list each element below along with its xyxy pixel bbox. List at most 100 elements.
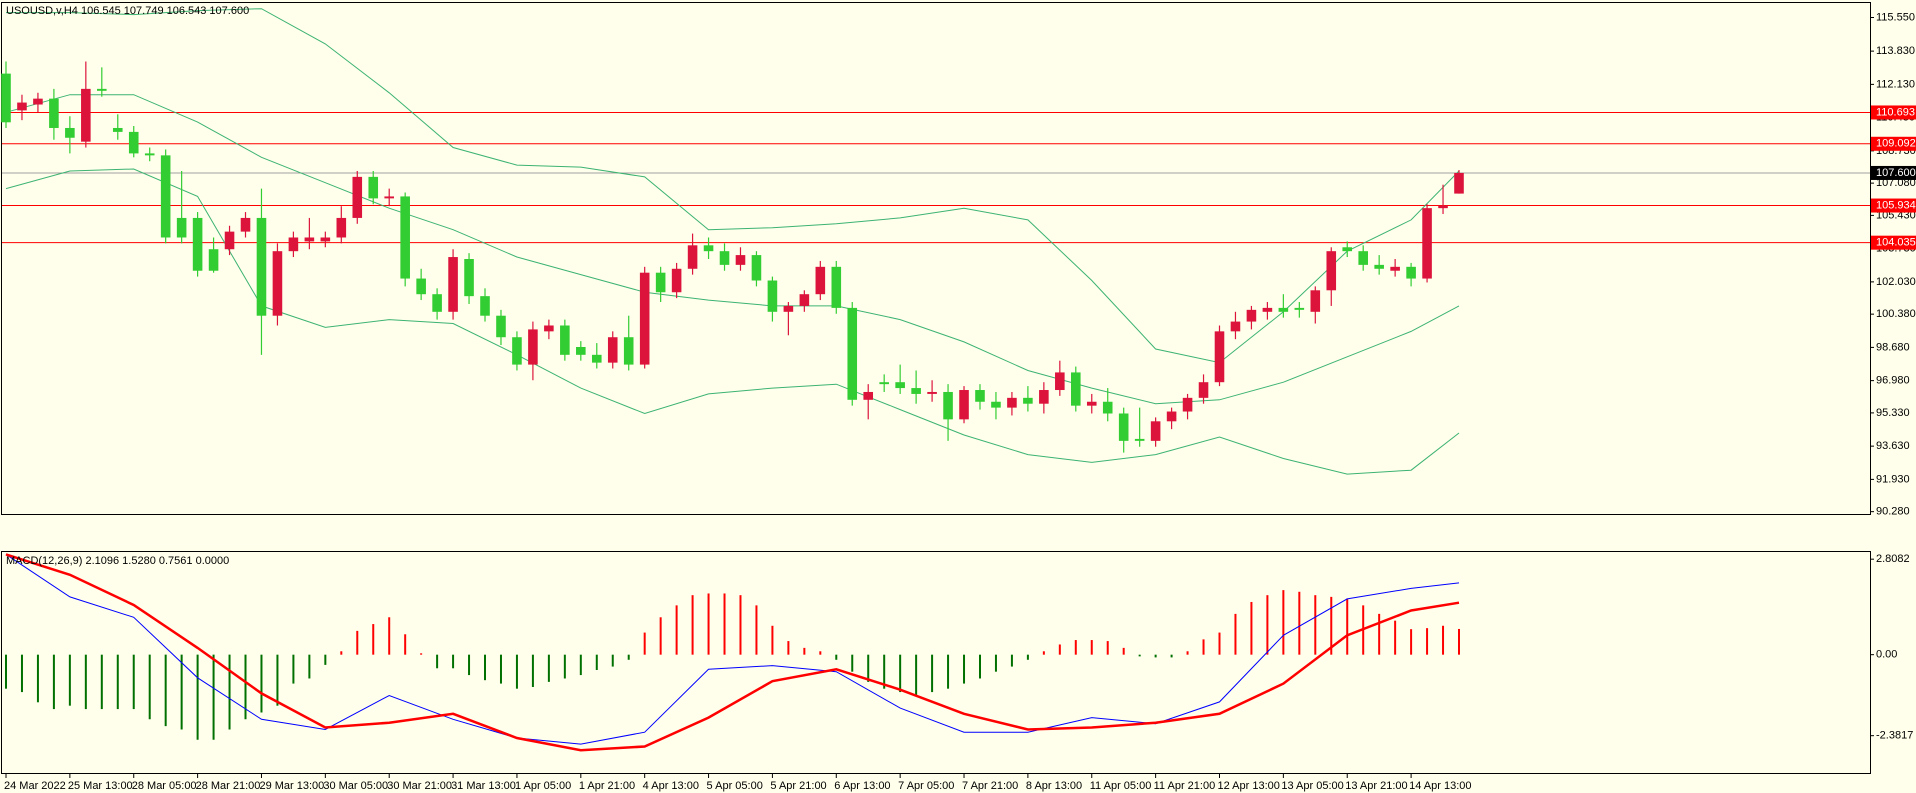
candle-body: [799, 294, 810, 306]
candle-body: [767, 280, 778, 312]
candle-body: [975, 390, 985, 402]
candle-body: [895, 382, 905, 389]
candle-body: [240, 217, 251, 232]
candle-body: [512, 337, 522, 365]
price-level-label: 105.934: [1876, 199, 1916, 211]
price-level-tag: [1871, 136, 1916, 151]
candle-body: [400, 196, 410, 279]
x-tick-label: 25 Mar 13:00: [68, 780, 133, 792]
x-tick-label: 24 Mar 2022: [4, 780, 66, 792]
candle-body: [352, 176, 363, 218]
price-level-tag: [1871, 165, 1916, 180]
price-level-label: 109.092: [1876, 138, 1916, 150]
x-tick-label: 11 Apr 21:00: [1154, 780, 1216, 792]
candle-body: [1039, 390, 1049, 404]
candle-body: [320, 237, 331, 242]
candle-body: [687, 245, 698, 269]
candle-body: [703, 245, 714, 252]
x-tick-label: 31 Mar 13:00: [451, 780, 516, 792]
x-tick-label: 8 Apr 13:00: [1026, 780, 1082, 792]
macd-panel-border: [1, 551, 1871, 774]
candle-body: [336, 217, 347, 238]
macd-title: MACD(12,26,9) 2.1096 1.5280 0.7561 0.000…: [6, 555, 229, 567]
x-tick-label: 4 Apr 13:00: [643, 780, 699, 792]
candle-body: [735, 255, 746, 265]
y-tick-label: 93.630: [1876, 440, 1910, 452]
x-tick-label: 14 Apr 13:00: [1409, 780, 1471, 792]
candle-body: [65, 127, 75, 138]
y-tick-label: 102.030: [1876, 276, 1916, 288]
x-tick-label: 28 Mar 05:00: [132, 780, 197, 792]
candle-body: [368, 176, 379, 199]
candle-body: [847, 307, 858, 400]
candle-body: [272, 251, 283, 316]
y-tick-label: 95.330: [1876, 407, 1910, 419]
candle-body: [1454, 172, 1464, 194]
candle-body: [591, 354, 602, 363]
x-tick-label: 13 Apr 21:00: [1345, 780, 1407, 792]
candle-body: [304, 237, 315, 242]
candle-body: [783, 305, 794, 312]
candle-body: [1358, 251, 1368, 265]
candle-body: [1102, 401, 1113, 414]
candle-body: [671, 268, 682, 293]
candle-body: [496, 315, 506, 338]
candle-body: [831, 266, 842, 308]
candle-body: [927, 391, 937, 394]
candle-body: [1406, 266, 1416, 279]
x-tick-label: 12 Apr 13:00: [1217, 780, 1279, 792]
y-tick-label: 91.930: [1876, 473, 1910, 485]
candle-body: [1246, 309, 1257, 322]
candle-body: [1294, 307, 1305, 310]
candle-body: [607, 337, 618, 363]
candle-body: [1198, 382, 1209, 398]
candle-body: [1262, 307, 1273, 312]
price-level-label: 107.600: [1876, 167, 1916, 179]
candle-body: [128, 131, 139, 154]
x-tick-label: 29 Mar 13:00: [259, 780, 324, 792]
candle-body: [1390, 266, 1400, 271]
x-tick-label: 1 Apr 05:00: [515, 780, 571, 792]
candle-body: [1118, 413, 1129, 441]
y-tick-label: 96.980: [1876, 375, 1910, 387]
candle-body: [480, 296, 490, 316]
candle-body: [544, 325, 554, 332]
candle-body: [192, 217, 203, 271]
macd-line: [5, 553, 1460, 752]
x-tick-label: 30 Mar 05:00: [323, 780, 388, 792]
candle-body: [464, 259, 474, 297]
y-tick-label: 113.830: [1876, 45, 1915, 57]
candle-body: [144, 153, 155, 156]
candle-body: [655, 272, 666, 293]
candle-body: [751, 255, 762, 281]
bollinger-band: [5, 168, 1460, 475]
candle-body: [384, 196, 394, 199]
candle-body: [943, 391, 953, 420]
candle-body: [576, 346, 586, 355]
candle-body: [959, 390, 969, 420]
price-title: USOUSD,v,H4 106.545 107.749 106.543 107.…: [6, 5, 249, 17]
candle-body: [1, 73, 11, 123]
candle-body: [432, 294, 442, 312]
x-tick-label: 7 Apr 21:00: [962, 780, 1018, 792]
y-tick-label: 0.00: [1876, 649, 1897, 661]
candle-body: [17, 102, 27, 111]
candle-body: [1007, 397, 1017, 408]
candle-body: [176, 217, 187, 238]
candle-body: [97, 88, 107, 91]
x-tick-label: 5 Apr 05:00: [707, 780, 763, 792]
candle-body: [1055, 372, 1065, 391]
candle-body: [1166, 411, 1177, 422]
candle-body: [416, 278, 426, 295]
candle-body: [815, 266, 826, 295]
macd-line: [5, 553, 1460, 745]
candle-body: [1326, 251, 1337, 291]
candle-body: [256, 217, 267, 316]
x-tick-label: 28 Mar 21:00: [196, 780, 261, 792]
bollinger-band: [5, 94, 1460, 405]
candle-body: [879, 382, 889, 385]
candle-body: [1374, 264, 1384, 269]
candle-body: [623, 337, 634, 365]
